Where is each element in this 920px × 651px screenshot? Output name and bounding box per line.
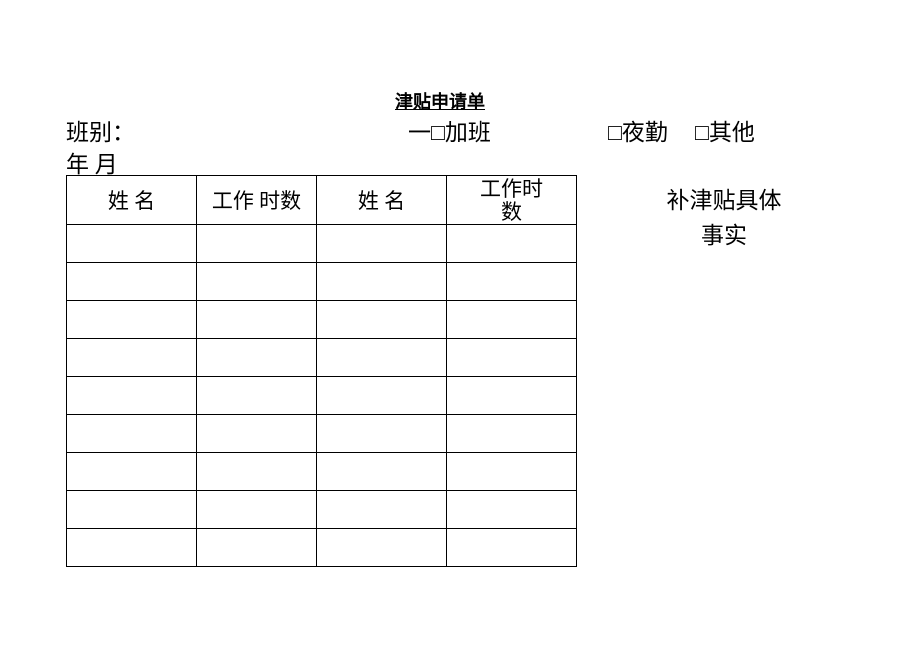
table-cell[interactable] [317, 453, 447, 491]
table-cell[interactable] [67, 225, 197, 263]
table-cell[interactable] [317, 529, 447, 567]
year-month-label: 年 月 [66, 145, 118, 179]
overtime-checkbox-option[interactable]: 一□加班 [408, 113, 491, 147]
table-cell[interactable] [197, 377, 317, 415]
night-checkbox-option[interactable]: □夜勤 [608, 113, 668, 147]
table-row [67, 415, 577, 453]
table-header-row: 姓 名 工作 时数 姓 名 工作时 数 [67, 176, 577, 225]
header-hours-1: 工作 时数 [197, 176, 317, 225]
table-row [67, 263, 577, 301]
table-cell[interactable] [197, 491, 317, 529]
class-label: 班别： [66, 113, 135, 147]
table-cell[interactable] [317, 225, 447, 263]
table-row [67, 529, 577, 567]
table-cell[interactable] [197, 301, 317, 339]
table-cell[interactable] [447, 301, 577, 339]
table-cell[interactable] [317, 415, 447, 453]
table-cell[interactable] [447, 339, 577, 377]
table-cell[interactable] [317, 339, 447, 377]
table-cell[interactable] [67, 301, 197, 339]
other-checkbox-option[interactable]: □其他 [695, 113, 755, 147]
table-cell[interactable] [197, 225, 317, 263]
table-cell[interactable] [447, 263, 577, 301]
table-row [67, 377, 577, 415]
table-cell[interactable] [67, 453, 197, 491]
table-cell[interactable] [447, 225, 577, 263]
table-body [67, 225, 577, 567]
table-row [67, 339, 577, 377]
table-cell[interactable] [317, 377, 447, 415]
table-cell[interactable] [197, 415, 317, 453]
table-cell[interactable] [447, 529, 577, 567]
table-cell[interactable] [197, 529, 317, 567]
table-cell[interactable] [197, 453, 317, 491]
table-cell[interactable] [447, 415, 577, 453]
table-cell[interactable] [447, 377, 577, 415]
table-cell[interactable] [447, 491, 577, 529]
table-cell[interactable] [67, 529, 197, 567]
header-name-2: 姓 名 [317, 176, 447, 225]
table-row [67, 491, 577, 529]
form-title: 津贴申请单 [395, 88, 485, 114]
side-note: 补津贴具体事实 [664, 184, 784, 253]
table-cell[interactable] [67, 263, 197, 301]
table-cell[interactable] [317, 491, 447, 529]
table-cell[interactable] [67, 491, 197, 529]
table-cell[interactable] [197, 263, 317, 301]
table-cell[interactable] [67, 339, 197, 377]
allowance-table: 姓 名 工作 时数 姓 名 工作时 数 [66, 175, 577, 567]
table-cell[interactable] [197, 339, 317, 377]
header-hours-2: 工作时 数 [447, 176, 577, 225]
table-row [67, 453, 577, 491]
table-cell[interactable] [317, 301, 447, 339]
table-row [67, 301, 577, 339]
table-cell[interactable] [67, 415, 197, 453]
table-cell[interactable] [317, 263, 447, 301]
table-row [67, 225, 577, 263]
table-cell[interactable] [447, 453, 577, 491]
header-name-1: 姓 名 [67, 176, 197, 225]
table-cell[interactable] [67, 377, 197, 415]
